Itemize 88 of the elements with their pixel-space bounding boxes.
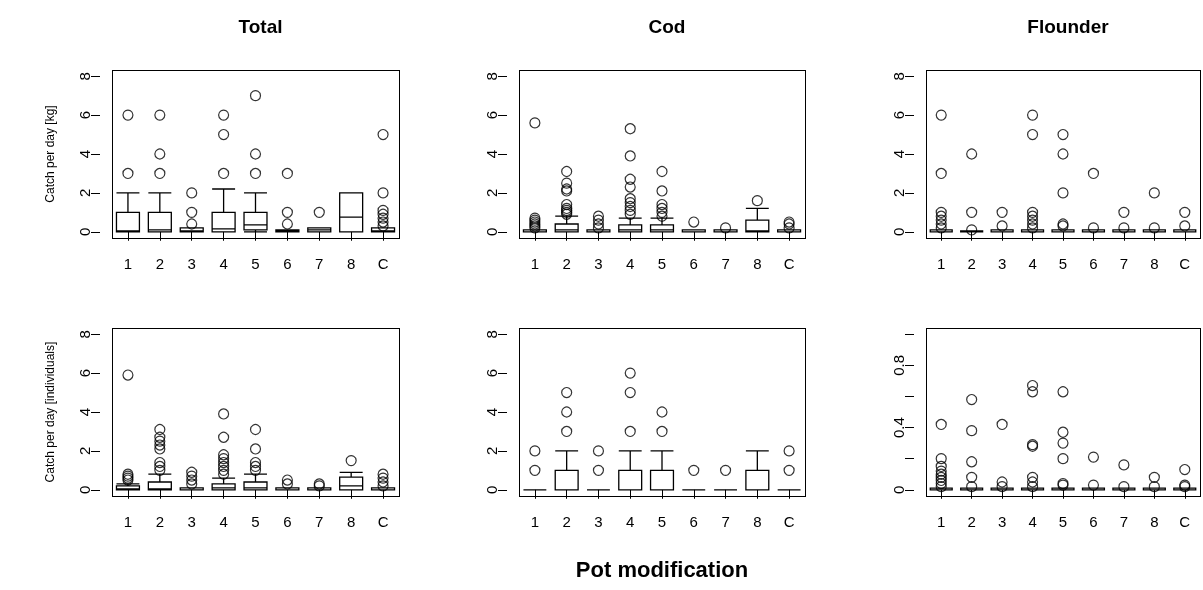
x-tick-label: 5 xyxy=(657,255,667,272)
x-tick-label: 2 xyxy=(967,513,976,530)
y-tick-label: 0 xyxy=(483,227,500,236)
y-tick-label: 2 xyxy=(76,446,93,456)
x-tick-label: 1 xyxy=(530,513,540,530)
y-tick-label: 4 xyxy=(76,407,93,417)
x-tick-label: C xyxy=(377,513,389,530)
chart-title: Flounder xyxy=(1027,16,1110,37)
y-axis-title: Catch per day [individuals] xyxy=(43,341,57,483)
x-tick-label: 8 xyxy=(1150,513,1159,530)
x-tick-label: 7 xyxy=(721,255,730,272)
x-tick-label: C xyxy=(783,255,795,272)
x-tick-label: 6 xyxy=(283,513,292,530)
y-tick-label: 4 xyxy=(76,149,93,159)
x-tick-label: 4 xyxy=(626,255,635,272)
y-tick-label: 2 xyxy=(483,188,500,198)
chart-title: Total xyxy=(238,16,283,37)
x-tick-label: C xyxy=(377,255,389,272)
x-tick-label: 4 xyxy=(1028,255,1037,272)
x-tick-label: 6 xyxy=(689,513,698,530)
x-tick-label: 8 xyxy=(346,513,356,530)
y-tick-label: 8 xyxy=(483,72,500,81)
y-tick-label: 0 xyxy=(890,485,907,494)
y-tick-label: 0.4 xyxy=(890,417,907,438)
x-tick-label: 6 xyxy=(689,255,698,272)
y-tick-label: 6 xyxy=(76,110,93,120)
x-tick-label: 4 xyxy=(1028,513,1037,530)
x-tick-label: 2 xyxy=(562,255,571,272)
y-tick-label: 8 xyxy=(76,72,93,81)
x-tick-label: 1 xyxy=(123,255,133,272)
y-tick-label: 0 xyxy=(76,485,93,494)
x-tick-label: 6 xyxy=(1089,255,1098,272)
y-tick-label: 0.8 xyxy=(890,354,907,376)
y-tick-label: 6 xyxy=(483,368,500,378)
y-tick-label: 8 xyxy=(483,330,500,339)
x-tick-label: 5 xyxy=(251,513,260,530)
x-tick-label: 7 xyxy=(315,255,324,272)
x-tick-label: 3 xyxy=(594,513,603,530)
x-tick-label: 3 xyxy=(187,513,196,530)
x-tick-label: 3 xyxy=(997,255,1007,272)
y-tick-label: 0 xyxy=(890,227,907,236)
x-tick-label: 1 xyxy=(937,255,946,272)
x-tick-label: 1 xyxy=(937,513,946,530)
y-tick-label: 4 xyxy=(890,149,907,159)
x-tick-label: 4 xyxy=(219,513,228,530)
x-tick-label: 3 xyxy=(187,255,196,272)
y-tick-label: 6 xyxy=(890,110,907,120)
x-tick-label: 5 xyxy=(657,513,667,530)
x-tick-label: 7 xyxy=(721,513,730,530)
x-tick-label: 2 xyxy=(562,513,571,530)
x-tick-label: 4 xyxy=(626,513,635,530)
x-tick-label: C xyxy=(783,513,795,530)
x-tick-label: 3 xyxy=(594,255,603,272)
x-tick-label: 4 xyxy=(219,255,228,272)
x-tick-label: 3 xyxy=(997,513,1007,530)
y-tick-label: 0 xyxy=(483,485,500,494)
x-tick-label: 5 xyxy=(1058,255,1068,272)
y-tick-label: 2 xyxy=(890,188,907,198)
x-tick-label: 8 xyxy=(753,255,762,272)
y-tick-label: 6 xyxy=(76,368,93,378)
x-tick-label: C xyxy=(1179,255,1191,272)
y-tick-label: 8 xyxy=(890,72,907,81)
x-tick-label: 8 xyxy=(753,513,762,530)
chart-title: Cod xyxy=(648,16,686,37)
x-tick-label: 2 xyxy=(155,513,165,530)
y-axis-title: Catch per day [kg] xyxy=(43,105,57,203)
x-tick-label: 7 xyxy=(315,513,324,530)
x-tick-label: 6 xyxy=(1089,513,1098,530)
y-tick-label: 0 xyxy=(76,227,93,236)
x-tick-label: 2 xyxy=(967,255,976,272)
x-tick-label: 1 xyxy=(530,255,540,272)
y-tick-label: 2 xyxy=(483,446,500,456)
x-tick-label: C xyxy=(1179,513,1191,530)
y-tick-label: 2 xyxy=(76,188,93,198)
x-tick-label: 7 xyxy=(1119,513,1129,530)
y-tick-label: 4 xyxy=(483,407,500,417)
x-tick-label: 8 xyxy=(346,255,356,272)
x-tick-label: 5 xyxy=(251,255,260,272)
y-tick-label: 4 xyxy=(483,149,500,159)
y-tick-label: 8 xyxy=(76,330,93,339)
y-tick-label: 6 xyxy=(483,110,500,120)
x-tick-label: 8 xyxy=(1150,255,1159,272)
x-tick-label: 1 xyxy=(123,513,133,530)
x-tick-label: 6 xyxy=(283,255,292,272)
x-tick-label: 5 xyxy=(1058,513,1068,530)
x-axis-title: Pot modification xyxy=(575,556,749,582)
x-tick-label: 2 xyxy=(155,255,165,272)
x-tick-label: 7 xyxy=(1119,255,1129,272)
